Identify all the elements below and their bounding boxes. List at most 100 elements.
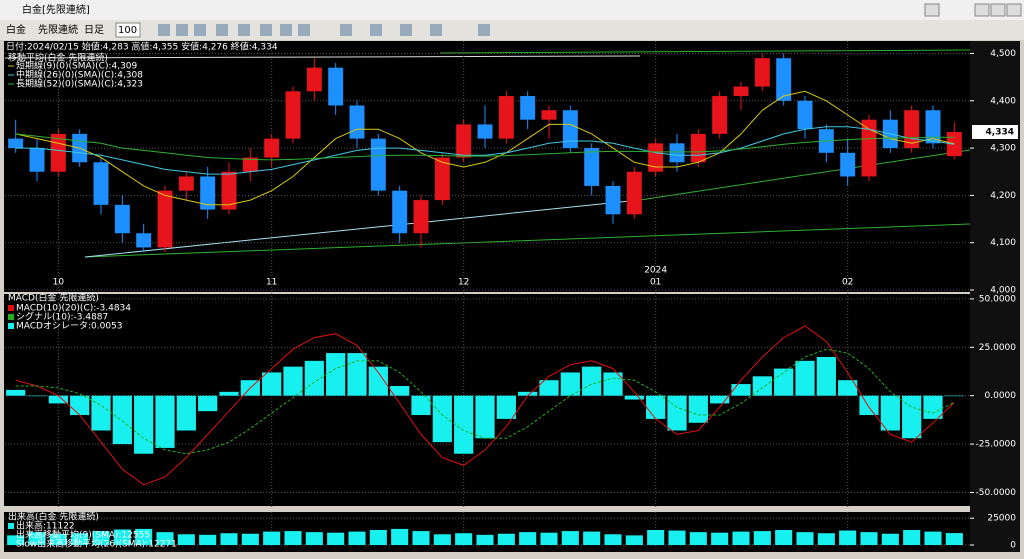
osc-bar [710,395,730,404]
osc-bar [475,395,495,439]
volume-bar [135,528,153,545]
legend-entry: 中期線(26)(0)(SMA)(C):4,308 [16,69,143,81]
y-tick-label: 4,300 [990,144,1016,154]
candle-body [562,110,578,149]
candle-body [114,204,130,234]
volume-bar [348,531,366,545]
osc-bar [923,395,943,419]
candle-body [605,185,621,215]
icon[interactable] [280,24,292,36]
icon[interactable] [370,24,382,36]
osc-bar [155,395,175,448]
osc-bar [283,366,303,396]
icon[interactable] [400,24,412,36]
icon[interactable] [298,24,310,36]
candle-body [754,58,770,87]
icon[interactable] [340,24,352,36]
volume-bar [199,534,217,545]
osc-bar [134,395,154,454]
maximize-btn[interactable] [990,3,1006,17]
candle-body [8,138,24,149]
candle-body [285,91,301,139]
candle-body [349,105,365,139]
candle-body [392,190,408,234]
volume-bar [604,534,622,545]
osc-bar [326,353,346,396]
legend-entry: 短期線(9)(0)(SMA)(C):4,309 [16,60,138,72]
close-btn[interactable] [1006,3,1022,17]
volume-bar [860,532,878,545]
y-tick-label: 25.0000 [979,343,1016,353]
volume-bar [625,535,643,545]
osc-bar [304,360,324,396]
icon[interactable] [216,24,228,36]
volume-bar [369,530,387,545]
y-tick-label: 4,500 [990,49,1016,59]
icon[interactable] [430,24,442,36]
candle-body [541,110,557,120]
osc-bar [774,368,794,396]
ohlc-info: 日付:2024/02/15 始値:4,283 高値:4,355 安値:4,276… [6,41,278,53]
volume-bar [391,528,409,545]
icon[interactable] [194,24,206,36]
candle-body [434,157,450,201]
volume-bar [775,530,793,545]
osc-bar [624,395,644,400]
osc-bar [368,366,388,396]
volume-bar [156,532,174,545]
candle-body [626,171,642,215]
osc-bar [880,395,900,431]
osc-bar [667,395,687,431]
minimize-btn[interactable] [974,3,990,17]
y-tick-label: 0.0000 [985,391,1017,401]
icon[interactable] [238,24,250,36]
y-tick-label: -50.0000 [976,488,1017,498]
candle-body [669,143,685,163]
toolbar-item[interactable]: 白金 [6,23,26,36]
osc-bar [390,386,410,396]
osc-bar [411,395,431,416]
count-input[interactable] [115,22,141,38]
volume-bar [220,533,238,545]
candle-body [29,148,45,172]
candle-body [306,67,322,92]
icon[interactable] [158,24,170,36]
trend-line [439,49,971,54]
volume-bar [177,534,195,545]
window-title: 白金[先限連続] [22,3,90,16]
osc-bar [752,376,772,396]
volume-bar [796,532,814,545]
icon[interactable] [478,24,490,36]
trend-line [84,199,641,258]
y-tick-label: 4,200 [990,191,1016,201]
candle-body [520,96,536,120]
price-tag [972,124,1018,139]
volume-bar [49,533,67,545]
y-tick-label: -25.0000 [976,440,1017,450]
volume-bar [689,532,707,545]
candle-body [776,58,792,101]
candle-body [477,124,493,139]
candle-body [136,233,152,248]
osc-bar [112,395,132,445]
osc-bar [70,395,90,416]
osc-bar [48,395,68,404]
icon[interactable] [260,24,272,36]
icon[interactable] [176,24,188,36]
tool-btn[interactable] [924,3,940,17]
x-tick-label: 12 [458,278,469,288]
trend-line [4,55,641,59]
toolbar-item[interactable]: 日足 [84,24,104,36]
volume-bar [561,531,579,545]
candle-body [712,96,728,134]
candle-body [498,96,514,139]
volume-bar [476,534,494,545]
toolbar-item[interactable]: 先限連続 [38,23,78,36]
candle-body [925,110,941,144]
y-tick-label: 50.0000 [979,294,1016,304]
legend-entry: MACD(10)(20)(C):-3.4834 [16,304,131,314]
volume-bar [647,530,665,545]
osc-bar [198,395,218,412]
legend-swatch [8,323,14,329]
